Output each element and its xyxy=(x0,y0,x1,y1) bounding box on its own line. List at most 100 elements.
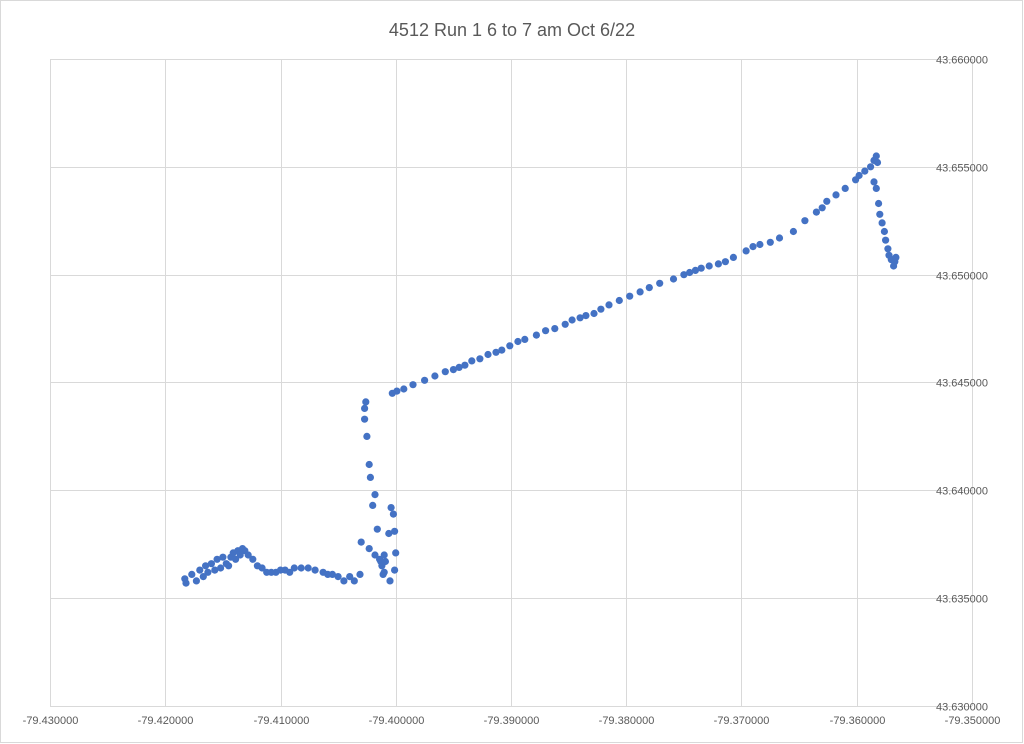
data-point xyxy=(455,363,463,371)
x-tick-label: -79.350000 xyxy=(945,715,1001,727)
data-point xyxy=(532,331,541,339)
x-tick-label: -79.430000 xyxy=(23,715,79,727)
data-point xyxy=(393,387,401,395)
data-point xyxy=(875,199,883,208)
data-point xyxy=(492,348,500,356)
data-point xyxy=(356,570,364,579)
data-point xyxy=(872,152,880,160)
data-point xyxy=(225,562,233,570)
data-point xyxy=(714,260,723,268)
data-point xyxy=(219,553,227,561)
data-point xyxy=(350,577,358,585)
data-point xyxy=(832,191,840,199)
data-point xyxy=(749,243,757,251)
data-point xyxy=(391,566,399,574)
data-point xyxy=(861,167,869,175)
data-point xyxy=(789,227,798,236)
data-point xyxy=(211,566,219,574)
data-point xyxy=(506,342,514,350)
data-point xyxy=(636,288,644,296)
data-point xyxy=(686,268,694,277)
y-tick-label: 43.630000 xyxy=(936,702,988,714)
data-point xyxy=(217,564,225,572)
data-point xyxy=(371,551,379,559)
data-point xyxy=(582,312,590,320)
data-point xyxy=(380,568,388,576)
data-point xyxy=(484,350,492,359)
x-tick-label: -79.380000 xyxy=(599,715,655,727)
data-point xyxy=(576,314,584,322)
data-point xyxy=(400,385,408,393)
data-point xyxy=(182,579,190,587)
data-point xyxy=(756,240,764,249)
x-tick-label: -79.360000 xyxy=(830,715,886,727)
data-point xyxy=(870,178,878,186)
data-point xyxy=(705,262,713,270)
data-point xyxy=(476,355,484,363)
data-point xyxy=(873,158,882,167)
data-point xyxy=(561,320,569,328)
data-point xyxy=(377,557,385,566)
data-point xyxy=(202,562,210,570)
data-point xyxy=(823,197,831,205)
data-point xyxy=(373,525,381,533)
data-point xyxy=(297,564,305,572)
data-point xyxy=(334,573,342,581)
grid-lines xyxy=(50,59,973,707)
data-point xyxy=(597,305,605,313)
data-point xyxy=(244,551,252,559)
data-point xyxy=(391,527,399,535)
data-point xyxy=(346,573,354,581)
data-point xyxy=(551,325,559,333)
data-point xyxy=(669,275,678,283)
data-point xyxy=(697,264,705,272)
data-point xyxy=(392,549,400,557)
data-point xyxy=(818,204,826,212)
data-point xyxy=(645,284,653,292)
data-point xyxy=(461,361,469,369)
data-point xyxy=(361,404,369,412)
data-point xyxy=(371,491,379,499)
y-tick-label: 43.660000 xyxy=(936,55,988,67)
data-point xyxy=(878,219,886,227)
data-point xyxy=(258,564,266,572)
data-point xyxy=(876,210,884,218)
data-point xyxy=(867,163,875,171)
data-point xyxy=(199,573,207,581)
data-point xyxy=(656,279,664,287)
y-tick-label: 43.645000 xyxy=(936,378,988,390)
data-points xyxy=(181,152,900,587)
y-tick-label: 43.650000 xyxy=(936,271,988,283)
data-point xyxy=(449,366,457,374)
data-point xyxy=(431,372,439,380)
data-point xyxy=(801,217,809,225)
data-point xyxy=(236,551,244,559)
y-tick-label: 43.640000 xyxy=(936,486,988,498)
data-point xyxy=(514,337,522,346)
data-point xyxy=(892,253,900,261)
data-point xyxy=(855,171,863,180)
data-point xyxy=(441,368,449,376)
data-point xyxy=(207,560,215,568)
data-point xyxy=(841,184,849,192)
x-tick-label: -79.390000 xyxy=(484,715,540,727)
data-point xyxy=(389,510,397,518)
data-point xyxy=(365,545,373,553)
data-point xyxy=(812,208,821,216)
data-point xyxy=(366,473,374,481)
data-point xyxy=(882,236,890,244)
data-point xyxy=(605,301,613,309)
data-point xyxy=(729,253,738,261)
x-tick-label: -79.420000 xyxy=(138,715,194,727)
data-point xyxy=(290,564,298,572)
data-point xyxy=(362,398,370,406)
data-point xyxy=(568,316,576,324)
data-point xyxy=(369,501,377,509)
data-point xyxy=(204,568,212,576)
data-point xyxy=(232,555,240,563)
data-point xyxy=(357,538,365,546)
data-point xyxy=(468,357,476,365)
data-point xyxy=(880,227,889,236)
data-point xyxy=(775,234,784,242)
